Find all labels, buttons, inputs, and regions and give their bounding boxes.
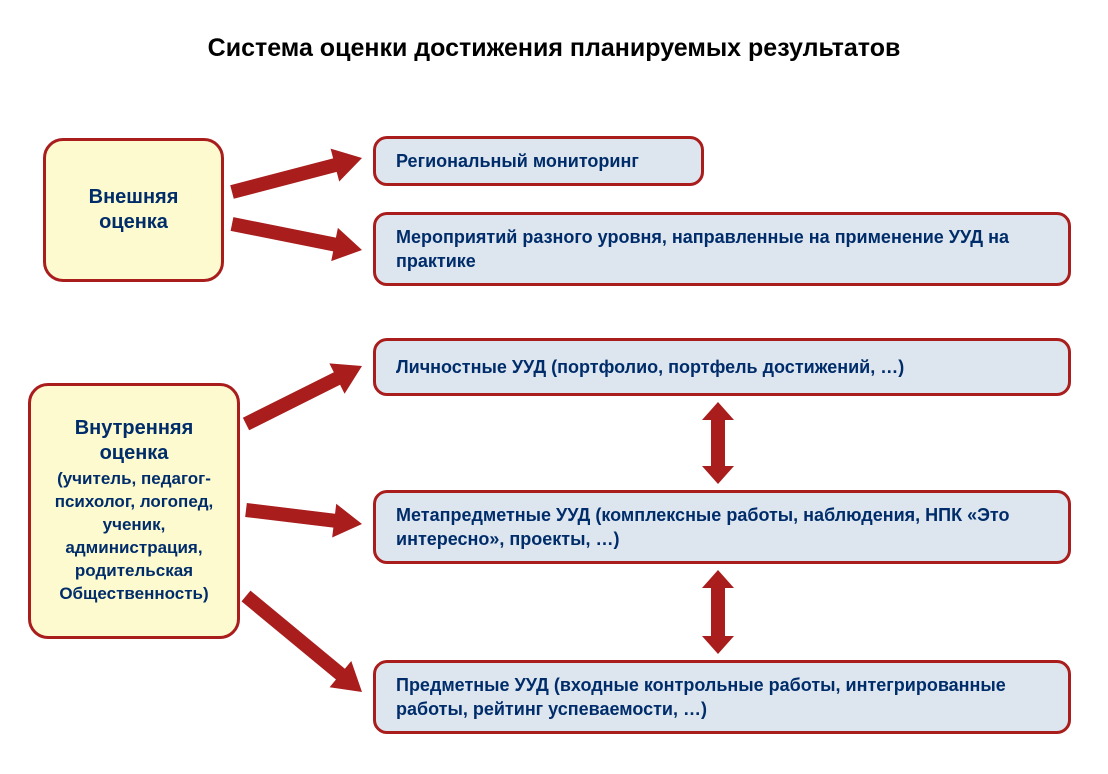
left-box-internal-sub: (учитель, педагог-психолог, логопед, уче… — [39, 468, 229, 606]
right-box-meta: Метапредметные УУД (комплексные работы, … — [373, 490, 1071, 564]
right-box-label: Мероприятий разного уровня, направленные… — [396, 225, 1048, 274]
right-box-subject: Предметные УУД (входные контрольные рабо… — [373, 660, 1071, 734]
right-box-label: Личностные УУД (портфолио, портфель дост… — [396, 355, 904, 379]
right-box-label: Предметные УУД (входные контрольные рабо… — [396, 673, 1048, 722]
left-box-external-main: Внешняя оценка — [54, 185, 213, 235]
arrow-icon — [245, 503, 362, 537]
right-box-regional: Региональный мониторинг — [373, 136, 704, 186]
arrow-icon — [230, 149, 362, 199]
right-box-events: Мероприятий разного уровня, направленные… — [373, 212, 1071, 286]
double-arrow-icon — [702, 570, 734, 654]
right-box-personal: Личностные УУД (портфолио, портфель дост… — [373, 338, 1071, 396]
arrow-icon — [243, 363, 362, 430]
left-box-external: Внешняя оценка — [43, 138, 224, 282]
left-box-internal-main: Внутренняя оценка — [39, 416, 229, 466]
right-box-label: Региональный мониторинг — [396, 149, 639, 173]
arrow-icon — [231, 217, 362, 261]
right-box-label: Метапредметные УУД (комплексные работы, … — [396, 503, 1048, 552]
diagram-title: Система оценки достижения планируемых ре… — [0, 34, 1108, 63]
double-arrow-icon — [702, 402, 734, 484]
arrow-icon — [242, 591, 362, 692]
left-box-internal: Внутренняя оценка (учитель, педагог-псих… — [28, 383, 240, 639]
